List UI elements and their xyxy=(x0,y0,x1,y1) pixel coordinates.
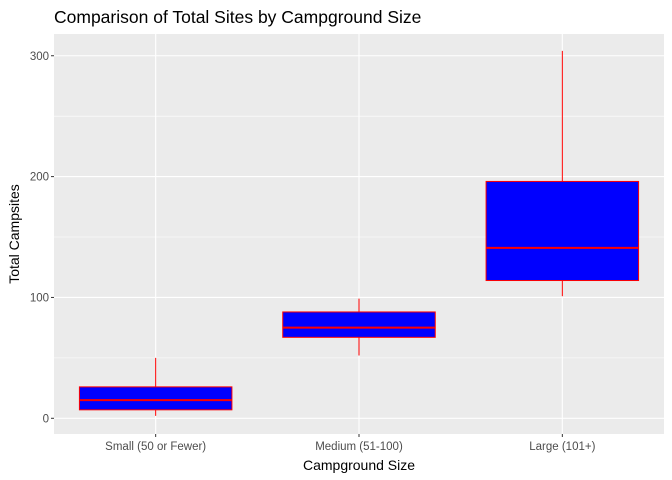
box-layer xyxy=(78,50,640,416)
y-axis-label: Total Campsites xyxy=(6,184,22,284)
y-tick-label: 0 xyxy=(43,413,49,425)
y-tick-label: 300 xyxy=(30,51,49,63)
box-iqr xyxy=(485,180,640,282)
y-tick-label: 100 xyxy=(30,292,49,304)
box-iqr xyxy=(282,311,436,338)
x-axis-label: Campground Size xyxy=(303,457,415,473)
box-iqr xyxy=(78,386,233,411)
y-tick-label: 200 xyxy=(30,172,49,184)
x-tick-label: Medium (51-100) xyxy=(315,441,403,453)
chart-title: Comparison of Total Sites by Campground … xyxy=(54,7,421,27)
x-tick-label: Large (101+) xyxy=(529,441,595,453)
x-tick-label: Small (50 or Fewer) xyxy=(105,441,206,453)
axis-layer: 0 100 200 300 Small (50 or Fewer) Medium (51-… xyxy=(30,51,596,453)
